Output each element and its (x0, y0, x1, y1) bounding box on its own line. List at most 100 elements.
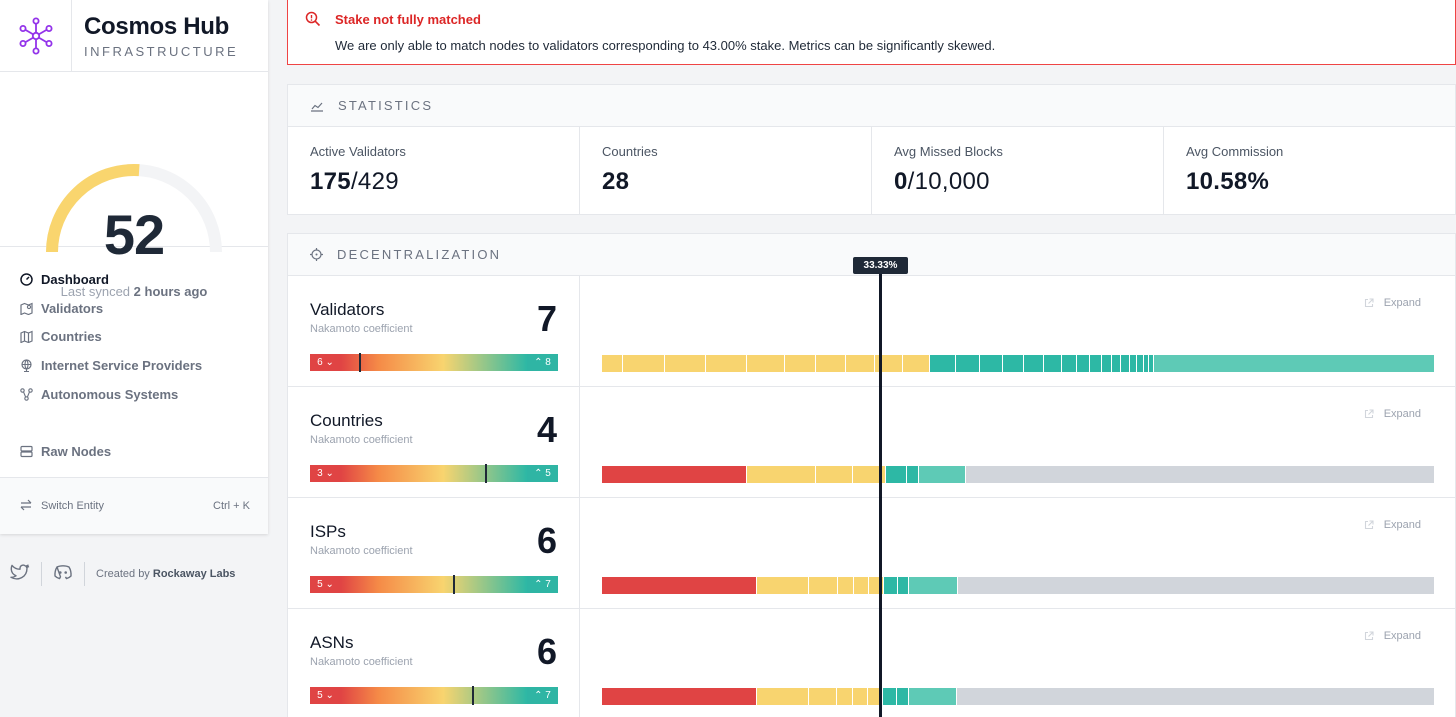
stake-segment[interactable] (867, 688, 882, 705)
range-max-badge[interactable]: ⌃ 5 (527, 465, 558, 482)
stake-alert: Stake not fully matched We are only able… (287, 0, 1456, 65)
sidebar-item-dashboard[interactable]: Dashboard (0, 265, 268, 294)
sidebar-item-autonomous-systems[interactable]: Autonomous Systems (0, 380, 268, 409)
stake-segment[interactable] (955, 355, 980, 372)
stake-segment[interactable] (809, 577, 837, 594)
stake-segment[interactable] (705, 355, 746, 372)
stake-segment[interactable] (746, 466, 816, 483)
health-score: 52 (103, 203, 165, 266)
discord-icon[interactable] (53, 564, 73, 585)
range-max-badge[interactable]: ⌃ 8 (527, 354, 558, 371)
credits-link[interactable]: Rockaway Labs (152, 568, 236, 580)
stake-segment[interactable] (906, 466, 918, 483)
stake-segment[interactable] (956, 688, 1434, 705)
chevron-up-icon: ⌃ (534, 690, 543, 701)
stake-segment[interactable] (602, 466, 746, 483)
network-icon[interactable] (0, 0, 72, 72)
stake-segment[interactable] (896, 688, 908, 705)
range-min-badge[interactable]: 5 ⌄ (310, 687, 341, 704)
expand-button[interactable]: Expand (1364, 297, 1421, 309)
sidebar-item-label: Dashboard (41, 271, 109, 287)
range-min-badge[interactable]: 6 ⌄ (310, 354, 341, 371)
network-icon (19, 387, 33, 401)
expand-button[interactable]: Expand (1364, 408, 1421, 420)
stake-segment[interactable] (845, 355, 874, 372)
stake-segment[interactable] (1153, 355, 1434, 372)
stake-segment[interactable] (902, 355, 929, 372)
stake-segment[interactable] (1024, 355, 1043, 372)
expand-button[interactable]: Expand (1364, 519, 1421, 531)
stake-segment[interactable] (746, 355, 785, 372)
external-link-icon (1364, 298, 1374, 308)
stake-segment[interactable] (808, 688, 836, 705)
nakamoto-value: 6 (536, 520, 557, 561)
stake-segment[interactable] (756, 688, 808, 705)
stake-segment[interactable] (602, 577, 756, 594)
switch-entity-button[interactable]: Switch Entity Ctrl + K (0, 477, 268, 534)
stake-segment[interactable] (816, 466, 852, 483)
sidebar-footer: Created by Rockaway Labs (10, 562, 235, 586)
stake-segment[interactable] (1077, 355, 1090, 372)
expand-button[interactable]: Expand (1364, 630, 1421, 642)
stake-segment[interactable] (1062, 355, 1077, 372)
range-min-badge[interactable]: 3 ⌄ (310, 465, 341, 482)
stake-segment[interactable] (664, 355, 705, 372)
decentralization-row-asns: ASNs Nakamoto coefficient 6 5 ⌄ ⌃ 7 Expa… (288, 609, 1455, 717)
stake-distribution-bar (602, 466, 1435, 483)
range-min-badge[interactable]: 5 ⌄ (310, 576, 341, 593)
stake-segment[interactable] (886, 466, 906, 483)
stake-segment[interactable] (1121, 355, 1129, 372)
decentralization-title: DECENTRALIZATION (337, 247, 502, 262)
stake-segment[interactable] (853, 577, 868, 594)
sidebar-item-validators[interactable]: Validators (0, 294, 268, 323)
stake-segment[interactable] (602, 355, 623, 372)
stake-segment[interactable] (836, 688, 852, 705)
stake-segment[interactable] (1090, 355, 1101, 372)
metric-subtitle: Nakamoto coefficient (310, 656, 413, 668)
range-bar: 5 ⌄ ⌃ 7 (310, 575, 558, 594)
range-gradient (341, 687, 527, 704)
stake-distribution-bar (602, 688, 1435, 705)
search-alert-icon (305, 11, 321, 32)
stake-segment[interactable] (756, 577, 809, 594)
sidebar-item-countries[interactable]: Countries (0, 322, 268, 351)
range-max-badge[interactable]: ⌃ 7 (527, 576, 558, 593)
stat-value: 175/429 (310, 168, 399, 195)
stake-segment[interactable] (980, 355, 1002, 372)
stake-segment[interactable] (929, 355, 955, 372)
sidebar-item-label: Validators (41, 300, 104, 316)
stake-segment[interactable] (815, 355, 845, 372)
stake-segment[interactable] (882, 688, 896, 705)
stake-segment[interactable] (785, 355, 815, 372)
stake-segment[interactable] (966, 466, 1434, 483)
stake-segment[interactable] (602, 688, 756, 705)
stake-segment[interactable] (1137, 355, 1143, 372)
stake-segment[interactable] (909, 577, 957, 594)
stake-segment[interactable] (623, 355, 664, 372)
stake-segment[interactable] (883, 577, 897, 594)
sidebar-item-isps[interactable]: Internet Service Providers (0, 351, 268, 380)
stake-segment[interactable] (1111, 355, 1121, 372)
range-marker (472, 686, 475, 705)
stake-segment[interactable] (1101, 355, 1111, 372)
stake-segment[interactable] (837, 577, 853, 594)
stake-segment[interactable] (1143, 355, 1149, 372)
stake-segment[interactable] (1149, 355, 1153, 372)
stake-segment[interactable] (897, 577, 909, 594)
globe-icon (19, 358, 33, 372)
stake-segment[interactable] (1043, 355, 1062, 372)
chevron-up-icon: ⌃ (534, 579, 543, 590)
stake-segment[interactable] (957, 577, 1434, 594)
stake-segment[interactable] (1002, 355, 1024, 372)
nakamoto-value: 6 (536, 631, 557, 672)
stake-segment[interactable] (908, 688, 956, 705)
stake-segment[interactable] (1129, 355, 1137, 372)
stake-segment[interactable] (852, 688, 867, 705)
range-max-badge[interactable]: ⌃ 7 (527, 687, 558, 704)
gauge-icon (19, 272, 33, 286)
stake-segment[interactable] (852, 466, 886, 483)
stake-segment[interactable] (918, 466, 965, 483)
metric-subtitle: Nakamoto coefficient (310, 323, 413, 335)
twitter-icon[interactable] (10, 563, 30, 585)
sidebar-item-raw-nodes[interactable]: Raw Nodes (0, 437, 268, 466)
